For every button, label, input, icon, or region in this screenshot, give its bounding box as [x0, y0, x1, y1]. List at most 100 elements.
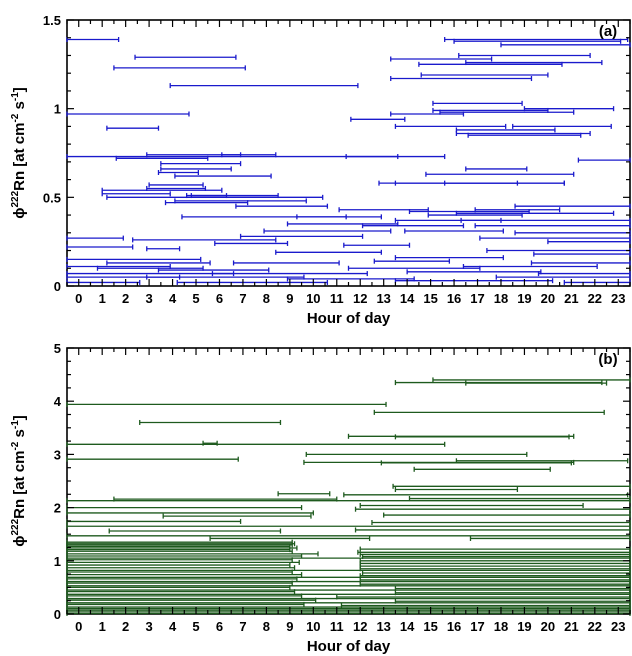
x-tick-label: 15	[423, 291, 437, 306]
y-tick-label: 0	[54, 279, 61, 294]
interval-bar	[512, 123, 612, 129]
x-tick-label: 3	[145, 619, 152, 634]
interval-bar	[277, 491, 331, 497]
interval-bar	[486, 248, 631, 254]
x-tick-label: 10	[306, 291, 320, 306]
y-axis-title-part: 222	[10, 190, 21, 207]
interval-bar	[106, 194, 324, 200]
x-tick-label: 11	[330, 619, 344, 634]
x-tick-label: 16	[447, 291, 461, 306]
interval-bar	[343, 492, 629, 498]
interval-bar	[202, 440, 218, 446]
interval-bar	[432, 100, 523, 106]
interval-bar	[66, 572, 303, 578]
y-axis-title-part: -2	[10, 441, 21, 450]
interval-bar	[354, 527, 631, 533]
x-tick-label: 19	[517, 291, 531, 306]
x-tick-label: 22	[588, 619, 602, 634]
y-axis-title-part: Rn [at cm	[11, 451, 28, 519]
x-tick-label: 17	[470, 619, 484, 634]
y-axis-title-part: -1	[10, 420, 21, 429]
interval-bar	[514, 203, 631, 209]
x-axis-title: Hour of day	[307, 638, 391, 655]
interval-bar	[408, 496, 631, 502]
y-axis-title-part: ]	[11, 415, 28, 420]
interval-bar	[413, 466, 551, 472]
interval-bar	[113, 65, 246, 71]
interval-bar	[211, 271, 368, 277]
interval-bar	[66, 565, 296, 571]
y-axis-title-part: -1	[10, 92, 21, 101]
interval-bar	[455, 130, 591, 136]
interval-bar	[432, 377, 631, 383]
interval-bar	[404, 228, 504, 234]
interval-bar	[359, 558, 631, 564]
x-tick-label: 15	[423, 619, 437, 634]
interval-bar	[537, 271, 631, 277]
x-tick-label: 7	[239, 619, 246, 634]
plot-frame	[66, 19, 631, 287]
interval-bar	[514, 230, 631, 236]
y-axis-title-part: 222	[10, 518, 21, 535]
interval-bar	[66, 533, 631, 539]
interval-bar	[373, 409, 605, 415]
panel-label: (b)	[598, 351, 617, 368]
interval-bar	[378, 180, 565, 186]
interval-bar	[465, 380, 608, 386]
x-tick-label: 21	[564, 291, 578, 306]
x-tick-label: 18	[494, 291, 508, 306]
y-tick-label: 1	[54, 554, 61, 569]
x-tick-label: 2	[122, 619, 129, 634]
interval-bar	[420, 72, 549, 78]
interval-bar	[563, 279, 631, 285]
x-tick-label: 8	[263, 619, 270, 634]
interval-bar	[354, 506, 631, 512]
x-tick-label: 10	[306, 619, 320, 634]
interval-bar	[359, 560, 631, 566]
y-tick-label: 3	[54, 447, 61, 462]
interval-bar	[66, 244, 134, 250]
x-tick-label: 20	[541, 619, 555, 634]
interval-bar	[361, 570, 631, 576]
y-axis-title-part: Rn [at cm	[11, 123, 28, 191]
interval-bar	[347, 265, 481, 271]
interval-bar	[350, 116, 406, 122]
x-tick-label: 8	[263, 291, 270, 306]
interval-bar	[577, 157, 631, 163]
interval-bar	[66, 441, 446, 447]
x-tick-label: 1	[99, 291, 106, 306]
x-tick-label: 0	[75, 291, 82, 306]
interval-bar	[160, 161, 242, 167]
interval-bar	[361, 223, 465, 229]
x-tick-label: 14	[400, 619, 415, 634]
interval-bar	[392, 483, 631, 489]
interval-bar	[460, 217, 631, 223]
y-tick-label: 1	[54, 102, 61, 117]
interval-bar	[221, 152, 277, 158]
interval-bar	[394, 487, 519, 493]
interval-bar	[235, 203, 329, 209]
y-axis-title-part: s	[11, 429, 28, 442]
interval-bar	[425, 171, 575, 177]
interval-bar	[371, 519, 631, 525]
interval-bar	[305, 451, 528, 457]
interval-bar	[275, 249, 382, 255]
y-tick-label: 0	[54, 607, 61, 622]
panel-label: (a)	[599, 23, 617, 40]
x-tick-label: 16	[447, 619, 461, 634]
x-tick-label: 19	[517, 619, 531, 634]
interval-bar	[148, 182, 204, 188]
panel-b: 0 1 2 3 4 5 6 7 8 9 10 11 12 13 14 15 16 17 18 19 20 21 22 2301…	[10, 341, 631, 655]
x-tick-label: 1	[99, 619, 106, 634]
interval-bar	[164, 200, 249, 206]
x-tick-label: 7	[239, 291, 246, 306]
x-tick-label: 13	[376, 619, 390, 634]
interval-bar	[390, 76, 533, 82]
y-tick-label: 5	[54, 341, 61, 356]
x-tick-label: 23	[611, 291, 625, 306]
interval-bar	[394, 255, 504, 261]
interval-bar	[547, 239, 631, 245]
interval-bar	[174, 173, 272, 179]
y-axis-title-part: ]	[11, 87, 28, 92]
interval-bar	[455, 210, 615, 216]
